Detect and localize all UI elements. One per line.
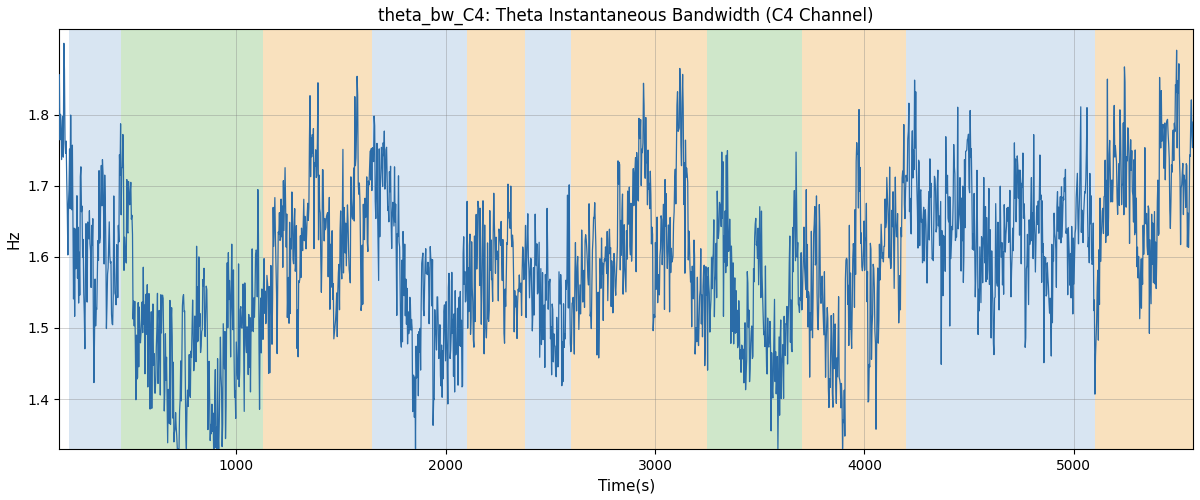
Bar xyxy=(121,30,264,449)
Bar xyxy=(467,30,526,449)
Bar xyxy=(707,30,802,449)
X-axis label: Time(s): Time(s) xyxy=(598,478,655,493)
Y-axis label: Hz: Hz xyxy=(7,230,22,249)
Bar xyxy=(526,30,571,449)
Title: theta_bw_C4: Theta Instantaneous Bandwidth (C4 Channel): theta_bw_C4: Theta Instantaneous Bandwid… xyxy=(378,7,874,25)
Bar xyxy=(571,30,634,449)
Bar xyxy=(264,30,372,449)
Bar xyxy=(634,30,707,449)
Bar xyxy=(906,30,1094,449)
Bar xyxy=(802,30,906,449)
Bar xyxy=(372,30,467,449)
Bar xyxy=(1094,30,1193,449)
Bar xyxy=(68,30,121,449)
